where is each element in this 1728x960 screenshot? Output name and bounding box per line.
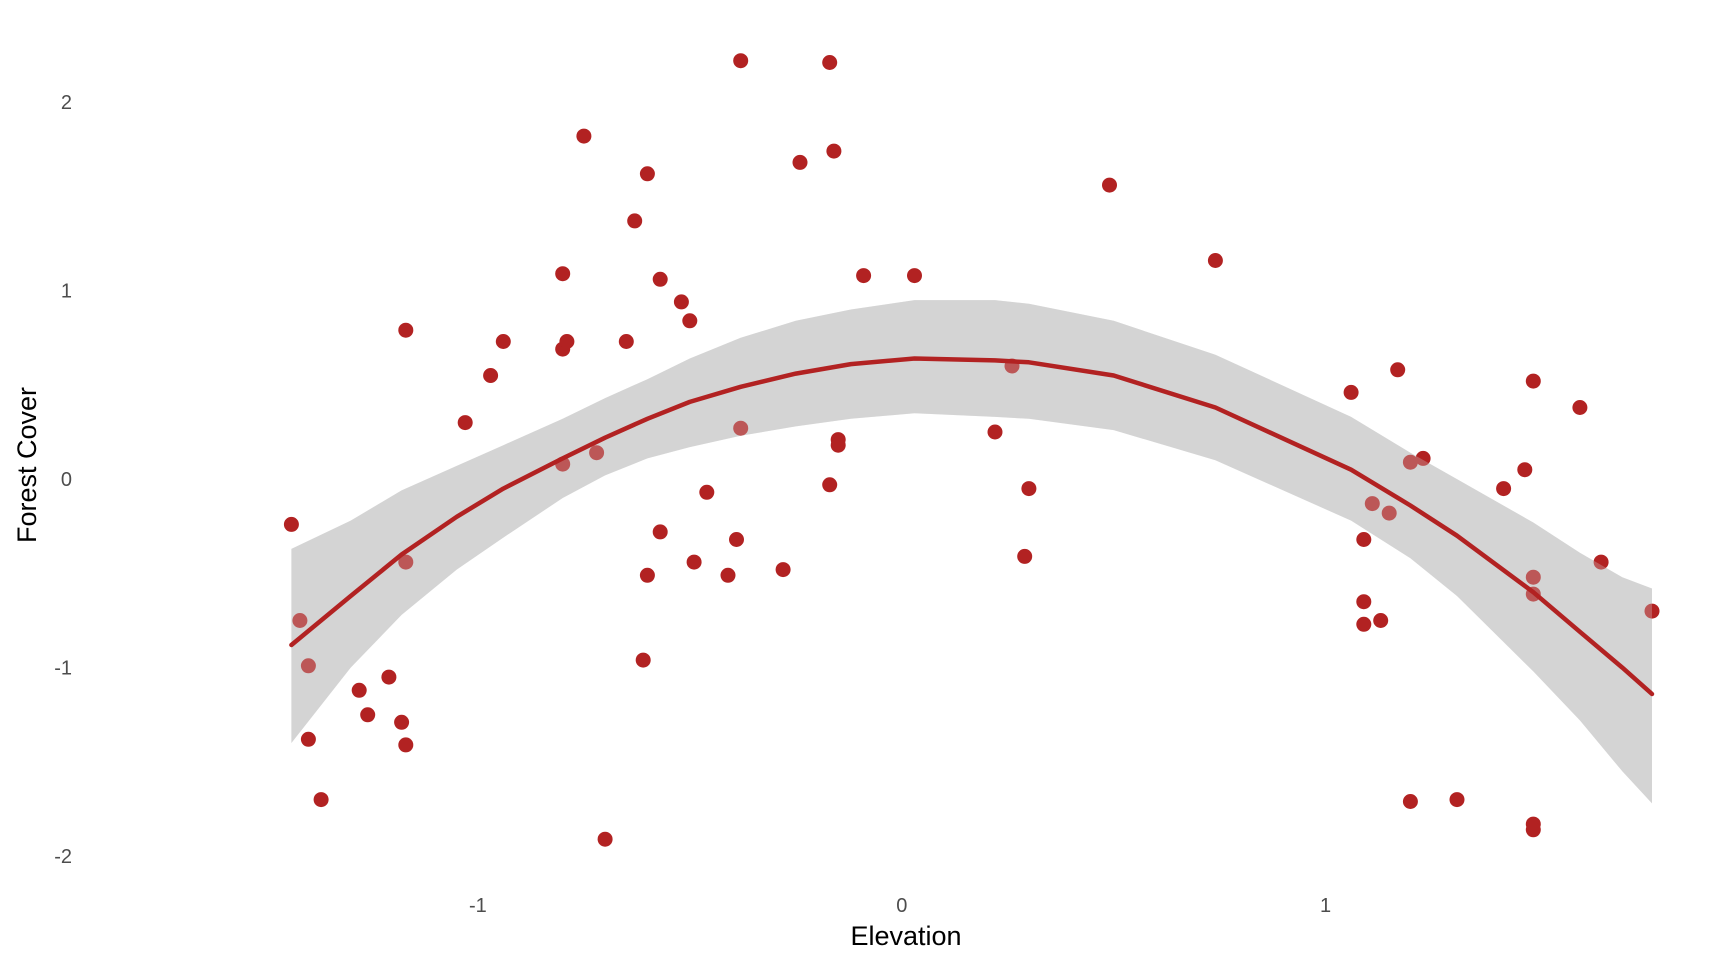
data-point-15 [555,266,571,282]
data-point-13 [483,368,499,383]
data-point-8 [394,714,410,730]
data-point-64 [1496,481,1512,497]
data-point-40 [822,477,838,493]
data-point-38 [792,154,808,170]
data-point-32 [699,484,715,500]
data-point-0 [283,516,299,532]
data-point-4 [313,792,329,808]
data-point-20 [589,445,605,461]
fit-line [289,356,1655,697]
data-point-30 [682,313,698,329]
data-point-28 [652,524,668,540]
data-point-26 [639,567,655,583]
data-point-49 [1021,481,1037,497]
y-tick-label: 0 [61,469,72,491]
data-point-65 [1517,462,1533,478]
data-point-7 [381,669,397,685]
data-point-5 [351,682,367,698]
points-layer [283,53,1660,847]
data-point-66 [1525,373,1541,389]
data-point-12 [457,415,473,431]
data-point-70 [1525,822,1541,838]
data-point-59 [1390,362,1406,378]
x-tick-label: -1 [469,895,487,917]
data-point-53 [1356,532,1372,547]
data-point-11 [398,322,414,338]
data-point-61 [1402,794,1418,809]
data-point-48 [1017,548,1033,564]
y-tick-label: 1 [61,281,72,303]
y-axis-title: Forest Cover [12,387,42,543]
data-point-62 [1415,450,1431,466]
data-point-37 [775,562,791,578]
data-point-2 [300,658,316,674]
data-point-34 [729,532,744,547]
x-axis-ticks: -1 0 1 [469,895,1331,917]
y-tick-label: -2 [54,846,72,868]
data-point-24 [635,652,651,668]
data-point-44 [856,268,872,284]
data-point-55 [1356,616,1372,632]
data-point-51 [1207,253,1223,268]
data-point-72 [1593,554,1609,570]
data-point-29 [673,294,689,310]
data-point-71 [1572,400,1588,415]
data-point-3 [300,731,316,747]
data-point-22 [618,334,634,349]
data-point-9 [398,737,414,753]
data-point-45 [907,268,922,284]
x-axis-title: Elevation [850,921,961,951]
data-point-10 [398,554,414,570]
data-point-57 [1373,613,1389,628]
data-point-36 [733,420,749,436]
data-point-35 [733,53,749,69]
x-tick-label: 1 [1320,895,1331,917]
x-tick-label: 0 [896,895,907,917]
data-point-23 [627,213,643,229]
data-point-41 [826,143,842,159]
data-point-56 [1364,496,1380,512]
data-point-58 [1381,505,1397,521]
data-point-52 [1343,384,1359,400]
y-tick-label: 2 [61,92,72,114]
data-point-6 [360,707,376,723]
data-point-63 [1449,792,1465,808]
data-point-27 [652,271,668,287]
data-point-67 [1525,569,1541,585]
data-point-17 [559,334,575,349]
data-point-60 [1402,454,1418,470]
data-point-73 [1644,603,1660,619]
data-point-43 [830,437,846,453]
data-point-39 [822,55,838,70]
data-point-21 [597,831,613,847]
data-point-54 [1356,594,1372,610]
data-point-14 [495,334,511,349]
data-point-31 [686,554,702,570]
data-point-19 [576,128,592,144]
data-point-46 [987,424,1003,440]
y-axis-ticks: -2 -1 0 1 2 [54,92,72,868]
y-tick-label: -1 [54,658,72,680]
data-point-25 [639,166,655,182]
data-point-33 [720,567,736,583]
data-point-1 [292,613,308,628]
data-point-50 [1102,177,1117,193]
